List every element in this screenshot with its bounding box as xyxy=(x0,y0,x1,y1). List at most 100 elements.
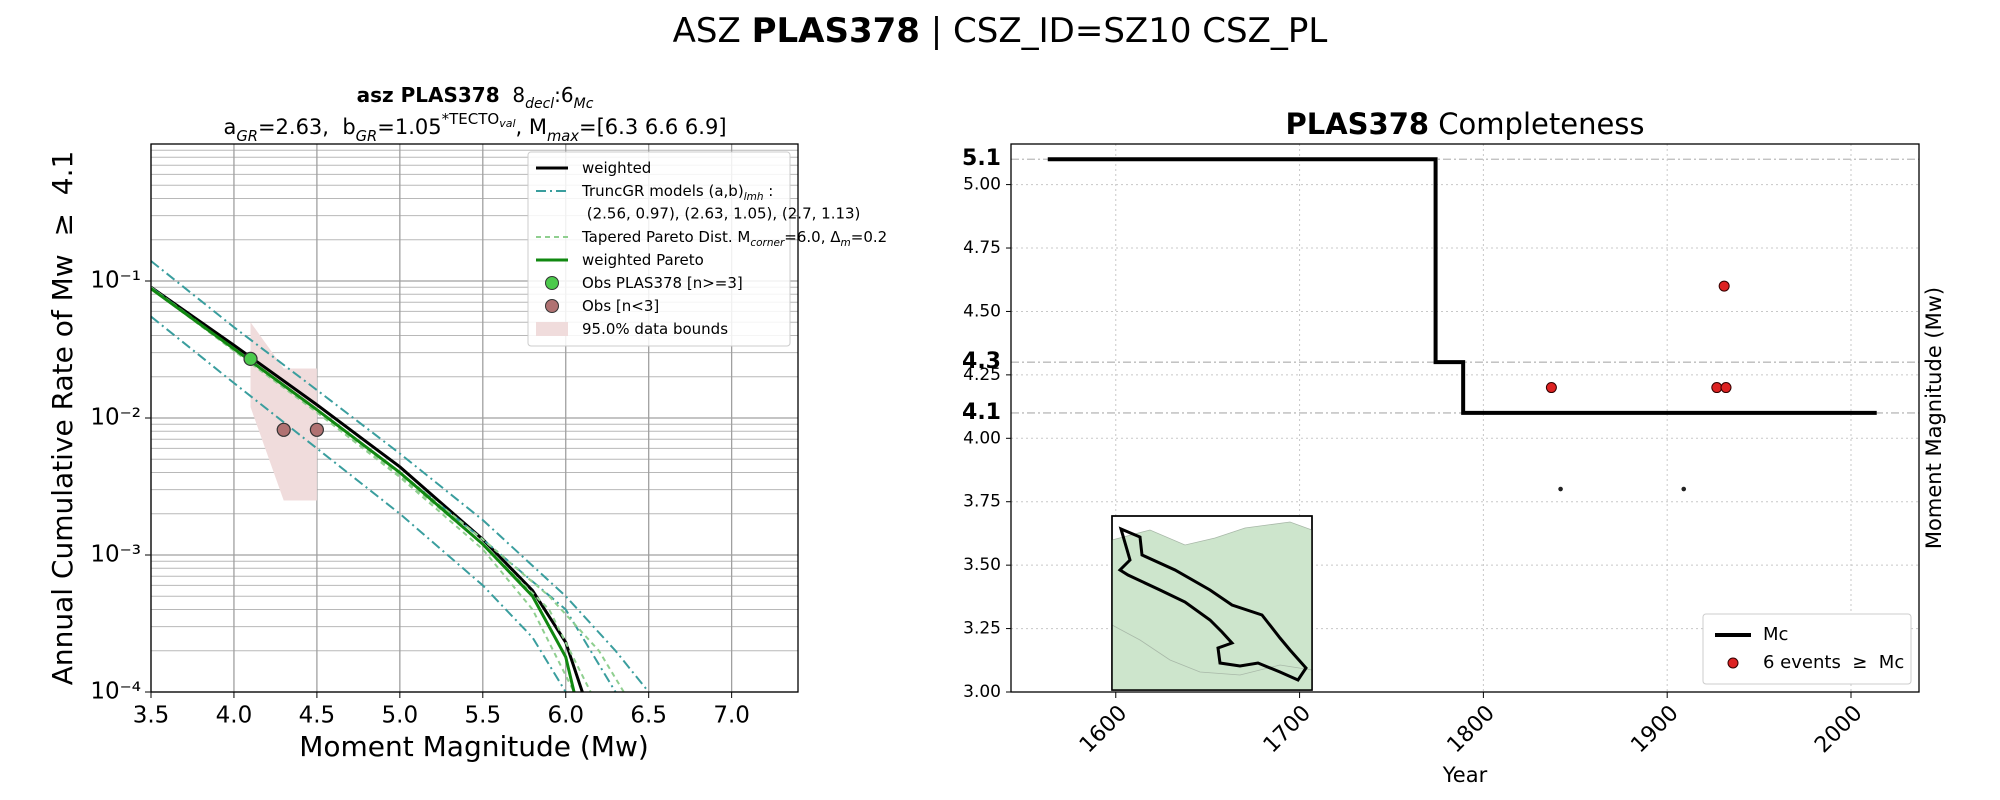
y-axis-label: Annual Cumulative Rate of Mw ≥ 4.1 xyxy=(46,151,79,686)
legend-label-part: =6.0, Δ xyxy=(784,228,841,246)
title-part: Completeness xyxy=(1429,107,1644,141)
data-bound-band xyxy=(250,322,317,501)
x-tick-label: 5.5 xyxy=(465,703,502,729)
title-part: ASZ xyxy=(673,11,752,51)
legend-swatch xyxy=(536,322,568,336)
x-tick-label: 4.0 xyxy=(216,703,253,729)
model-line xyxy=(151,287,575,692)
subtitle-part: =[6.3 6.6 6.9] xyxy=(579,115,727,139)
y-tick-label: 10⁻³ xyxy=(90,542,141,568)
observation-point xyxy=(276,422,291,437)
inset-zone xyxy=(1117,526,1308,682)
y-tick-label: 3.25 xyxy=(963,619,1001,639)
y-tick-label: 4.00 xyxy=(963,428,1001,448)
inset-map xyxy=(1111,515,1313,691)
y-tick-label: 10⁻⁴ xyxy=(90,679,141,705)
legend-label: Tapered Pareto Dist. Mcorner=6.0, Δm=0.2 xyxy=(581,228,887,250)
y-tick-label: 4.75 xyxy=(963,238,1001,258)
x-axis-label: Moment Magnitude (Mw) xyxy=(299,730,649,763)
legend-label: TruncGR models (a,b)lmh : xyxy=(581,182,773,204)
title-part: PLAS378 xyxy=(752,11,920,51)
y-tick-label: 5.00 xyxy=(963,175,1001,195)
event-point xyxy=(1718,280,1730,292)
y-tick-label: 4.50 xyxy=(963,301,1001,321)
legend-box xyxy=(527,151,791,347)
title-part: 8 xyxy=(500,83,525,107)
subtitle-part: GR xyxy=(356,128,378,145)
minor-event-point xyxy=(1558,486,1563,492)
mc-step-line xyxy=(1047,157,1877,415)
title-part: :6 xyxy=(554,83,573,107)
series-layer xyxy=(151,260,650,692)
mc-tick-label: 4.1 xyxy=(962,400,1001,425)
y-tick-label: 3.75 xyxy=(963,492,1001,512)
mc-tick-label: 4.3 xyxy=(962,349,1001,374)
plot-frame xyxy=(150,143,799,693)
legend-label: Obs PLAS378 [n>=3] xyxy=(582,274,743,292)
legend-label-part: 95.0% data bounds xyxy=(582,320,728,338)
x-tick-label: 4.5 xyxy=(299,703,336,729)
legend-label-part: weighted Pareto xyxy=(582,251,704,269)
plot-area: 10⁻⁴ 10⁻³ 10⁻² 10⁻¹ 3.5 4.0 4.5 5.0 5.5 6.0 6.5 7.0… xyxy=(90,143,887,729)
legend-label-part: Obs PLAS378 [n>=3] xyxy=(582,274,743,292)
subtitle-part: val xyxy=(499,117,515,130)
x-tick-label: 6.5 xyxy=(630,703,667,729)
subtitle-part: =1.05 xyxy=(377,115,441,139)
y-tick-label: 3.50 xyxy=(963,555,1001,575)
title-part: asz PLAS378 xyxy=(357,83,500,107)
model-line xyxy=(151,260,650,692)
x-axis-label: Year xyxy=(1442,763,1488,787)
title-part: PLAS378 xyxy=(1285,107,1429,141)
legend-note: (2.56, 0.97), (2.63, 1.05), (2.7, 1.13) xyxy=(582,205,860,223)
event-point xyxy=(1720,382,1732,394)
minor-event-point xyxy=(1681,486,1687,492)
legend-label-part: m xyxy=(841,237,851,249)
legend-label-part: lmh xyxy=(744,191,764,203)
chart-subtitle: aGR=2.63, bGR=1.05*TECTOval, Mmax=[6.3 6… xyxy=(223,110,726,145)
chart-title: asz PLAS378 8decl:6Mc xyxy=(357,83,594,113)
x-tick-label: 5.0 xyxy=(382,703,419,729)
title-part: decl xyxy=(525,96,554,112)
legend-label: Obs [n<3] xyxy=(582,297,659,315)
subtitle-part: =2.63, b xyxy=(258,115,356,139)
figure-title: ASZ PLAS378 | CSZ_ID=SZ10 CSZ_PL xyxy=(673,11,1328,51)
title-part: Mc xyxy=(574,96,594,112)
inset-border xyxy=(1111,624,1313,676)
x-tick-label: 3.5 xyxy=(133,703,170,729)
legend-swatch xyxy=(545,276,559,290)
event-point xyxy=(1545,382,1557,394)
legend-label: weighted Pareto xyxy=(582,251,704,269)
subtitle-part: , M xyxy=(516,115,547,139)
observation-point xyxy=(243,351,258,367)
legend-label: Mc xyxy=(1763,624,1788,645)
title-part: | CSZ_ID=SZ10 CSZ_PL xyxy=(920,11,1327,51)
legend-box xyxy=(1702,613,1912,685)
observation-point xyxy=(309,422,324,437)
x-tick-label: 6.0 xyxy=(547,703,584,729)
legend-label: 6 events ≥ Mc xyxy=(1763,652,1904,673)
plot-frame xyxy=(1010,143,1920,693)
x-tick-label: 7.0 xyxy=(713,703,750,729)
legend-label-part: : xyxy=(764,182,774,200)
legend-label-part: Tapered Pareto Dist. M xyxy=(581,228,750,246)
model-line xyxy=(151,315,567,692)
legend-swatch xyxy=(545,299,559,313)
legend-label-part: weighted xyxy=(582,159,651,177)
y-axis-label: Moment Magnitude (Mw) xyxy=(1922,287,1946,549)
chart-title: PLAS378 Completeness xyxy=(1285,107,1644,141)
series-layer xyxy=(1047,157,1877,492)
subtitle-part: a xyxy=(223,115,236,139)
y-tick-label: 10⁻² xyxy=(90,405,141,431)
y-tick-label: 3.00 xyxy=(963,682,1001,702)
inset-border-frame xyxy=(1111,515,1313,691)
legend-label-part: Obs [n<3] xyxy=(582,297,659,315)
y-tick-label: 10⁻¹ xyxy=(90,268,141,294)
legend-label-part: corner xyxy=(750,237,785,249)
y-tick-label: 4.25 xyxy=(963,365,1001,385)
plot-area: 3.00 3.25 3.50 3.75 4.00 4.25 4.50 4.75 5.00 4.1 4… xyxy=(962,143,1920,758)
legend-label: 95.0% data bounds xyxy=(582,320,728,338)
subtitle-part: *TECTO xyxy=(442,110,500,128)
subtitle-part: max xyxy=(547,128,579,145)
